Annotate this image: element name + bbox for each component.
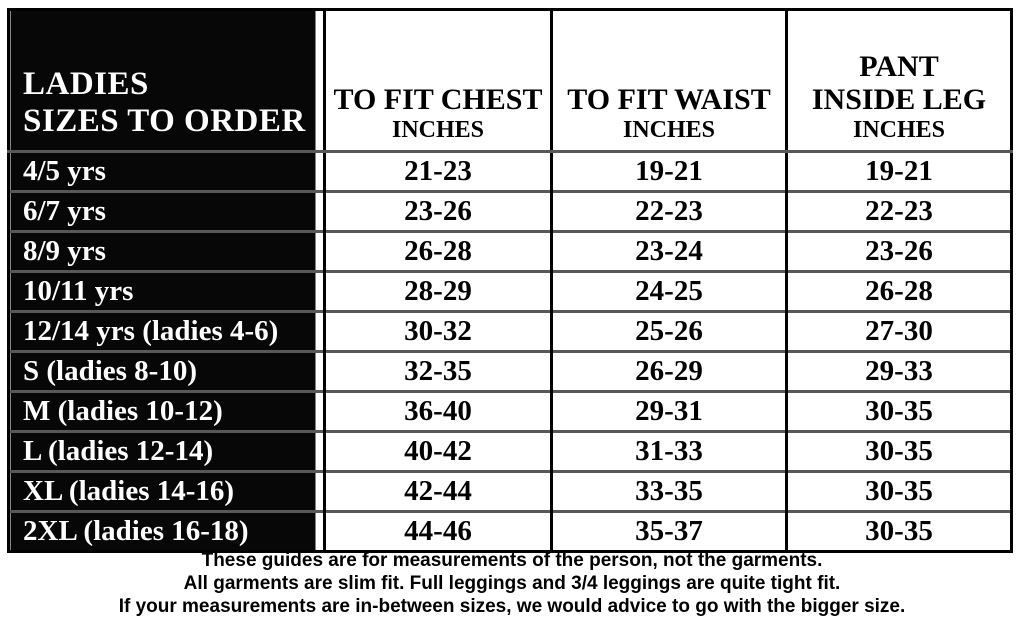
footer-note-2: All garments are slim fit. Full leggings… <box>183 573 841 594</box>
chest-value: 40-42 <box>323 430 553 472</box>
chest-value: 26-28 <box>323 230 553 272</box>
chest-value: 30-32 <box>323 310 553 352</box>
leg-value: 29-33 <box>785 350 1013 392</box>
size-label: XL (ladies 14-16) <box>7 470 326 512</box>
size-label: M (ladies 10-12) <box>7 390 326 432</box>
waist-value: 19-21 <box>550 150 788 192</box>
table-row: L (ladies 12-14) 40-42 31-33 30-35 <box>7 430 1013 472</box>
chart-title-line1: LADIES <box>23 66 149 102</box>
table-row: XL (ladies 14-16) 42-44 33-35 30-35 <box>7 470 1013 512</box>
leg-value: 19-21 <box>785 150 1013 192</box>
footer-note-1: These guides are for measurements of the… <box>201 550 823 571</box>
size-label: 2XL (ladies 16-18) <box>7 510 326 553</box>
table-row: 12/14 yrs (ladies 4-6) 30-32 25-26 27-30 <box>7 310 1013 352</box>
waist-column-title: TO FIT WAIST <box>567 83 771 116</box>
table-body: 4/5 yrs 21-23 19-21 19-21 6/7 yrs 23-26 … <box>7 150 1013 553</box>
waist-value: 25-26 <box>550 310 788 352</box>
size-label: 10/11 yrs <box>7 270 326 312</box>
chest-column-header: TO FIT CHEST INCHES <box>323 8 553 153</box>
table-row: 8/9 yrs 26-28 23-24 23-26 <box>7 230 1013 272</box>
waist-column-unit: INCHES <box>622 117 716 143</box>
leg-value: 30-35 <box>785 470 1013 512</box>
waist-value: 24-25 <box>550 270 788 312</box>
chest-column-unit: INCHES <box>391 117 485 143</box>
footer-notes: These guides are for measurements of the… <box>0 549 1024 618</box>
table-row: S (ladies 8-10) 32-35 26-29 29-33 <box>7 350 1013 392</box>
chart-title-cell: LADIES SIZES TO ORDER <box>7 8 326 153</box>
waist-value: 29-31 <box>550 390 788 432</box>
size-label: 4/5 yrs <box>7 150 326 192</box>
table-row: 6/7 yrs 23-26 22-23 22-23 <box>7 190 1013 232</box>
chest-value: 21-23 <box>323 150 553 192</box>
size-label: 8/9 yrs <box>7 230 326 272</box>
leg-value: 26-28 <box>785 270 1013 312</box>
header-row: LADIES SIZES TO ORDER TO FIT CHEST INCHE… <box>7 8 1013 153</box>
footer-note-3: If your measurements are in-between size… <box>118 596 906 617</box>
waist-value: 33-35 <box>550 470 788 512</box>
waist-value: 26-29 <box>550 350 788 392</box>
waist-value: 35-37 <box>550 510 788 553</box>
pant-column-title-line1: PANT <box>859 50 939 83</box>
chest-value: 28-29 <box>323 270 553 312</box>
leg-value: 23-26 <box>785 230 1013 272</box>
size-label: 6/7 yrs <box>7 190 326 232</box>
waist-column-header: TO FIT WAIST INCHES <box>550 8 788 153</box>
leg-value: 22-23 <box>785 190 1013 232</box>
size-label: 12/14 yrs (ladies 4-6) <box>7 310 326 352</box>
leg-value: 30-35 <box>785 390 1013 432</box>
chart-title-line2: SIZES TO ORDER <box>23 103 306 139</box>
waist-value: 22-23 <box>550 190 788 232</box>
waist-value: 31-33 <box>550 430 788 472</box>
table-row: M (ladies 10-12) 36-40 29-31 30-35 <box>7 390 1013 432</box>
size-label: L (ladies 12-14) <box>7 430 326 472</box>
chest-value: 32-35 <box>323 350 553 392</box>
chest-value: 42-44 <box>323 470 553 512</box>
pant-column-unit: INCHES <box>852 117 946 143</box>
chest-value: 44-46 <box>323 510 553 553</box>
table-row: 4/5 yrs 21-23 19-21 19-21 <box>7 150 1013 192</box>
chest-column-title: TO FIT CHEST <box>333 83 543 116</box>
pant-column-header: PANT INSIDE LEG INCHES <box>785 8 1013 153</box>
leg-value: 27-30 <box>785 310 1013 352</box>
chest-value: 23-26 <box>323 190 553 232</box>
leg-value: 30-35 <box>785 430 1013 472</box>
size-label: S (ladies 8-10) <box>7 350 326 392</box>
waist-value: 23-24 <box>550 230 788 272</box>
pant-column-title-line2: INSIDE LEG <box>811 83 987 116</box>
leg-value: 30-35 <box>785 510 1013 553</box>
table-row: 2XL (ladies 16-18) 44-46 35-37 30-35 <box>7 510 1013 553</box>
table-row: 10/11 yrs 28-29 24-25 26-28 <box>7 270 1013 312</box>
chest-value: 36-40 <box>323 390 553 432</box>
ladies-size-chart: LADIES SIZES TO ORDER TO FIT CHEST INCHE… <box>7 8 1013 553</box>
